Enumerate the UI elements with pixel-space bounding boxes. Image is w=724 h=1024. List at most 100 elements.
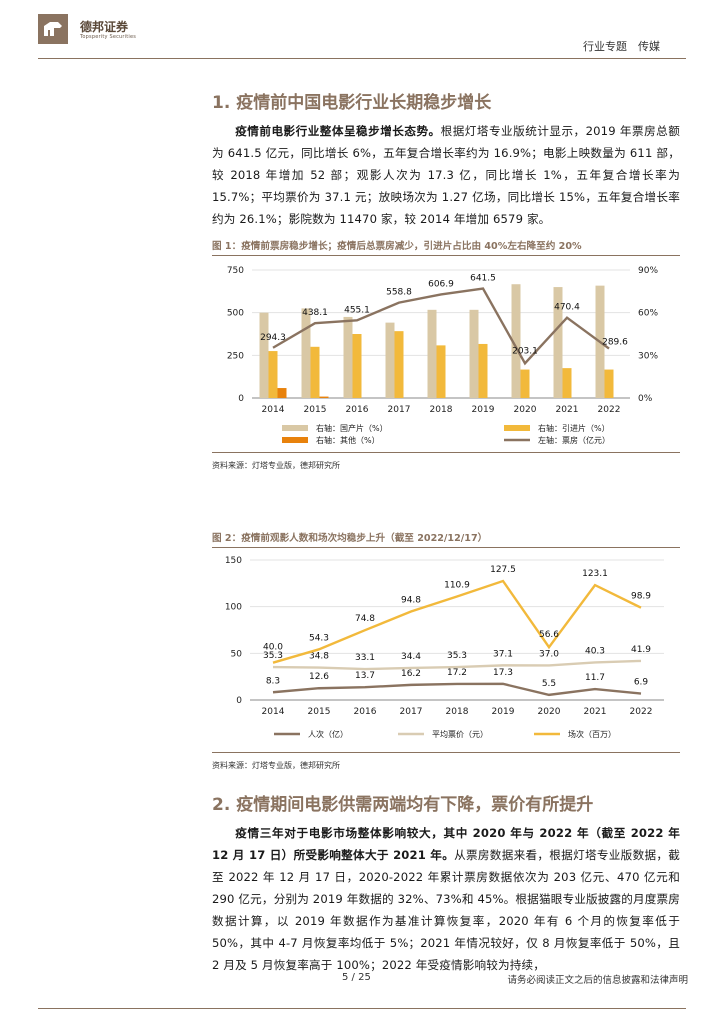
logo-mark-icon [44, 22, 62, 36]
disclaimer-note: 请务必阅读正文之后的信息披露和法律声明 [507, 975, 688, 986]
bar-imported [478, 343, 488, 398]
screenings-data-label: 74.8 [355, 614, 375, 624]
visits-data-label: 8.3 [266, 676, 280, 686]
section-2-lead: 疫情三年对于电影市场整体影响较大，其中 2020 年与 2022 年（截至 20… [212, 826, 680, 862]
header-divider [38, 58, 686, 59]
x-tick-label: 2019 [472, 405, 495, 415]
right-tick-label: 90% [638, 266, 658, 276]
figure-1-source: 资料来源：灯塔专业版，德邦研究所 [212, 461, 340, 470]
box-office-data-label: 558.8 [386, 288, 412, 298]
right-tick-label: 30% [638, 351, 658, 361]
bar-imported [352, 334, 362, 398]
avg-price-data-label: 34.4 [401, 652, 421, 662]
x-tick-label: 2021 [556, 405, 579, 415]
x-tick-label: 2016 [346, 405, 369, 415]
legend-swatch [282, 425, 308, 431]
box-office-data-label: 438.1 [302, 308, 328, 318]
section-2-title: 2. 疫情期间电影供需两端均有下降，票价有所提升 [212, 795, 594, 815]
y-tick-label: 50 [231, 649, 243, 659]
figure-1-title: 图 1：疫情前票房稳步增长；疫情后总票房减少，引进片占比由 40%左右降至约 2… [212, 241, 582, 252]
screenings-data-label: 56.6 [539, 630, 559, 640]
left-tick-label: 500 [227, 309, 244, 319]
avg-price-line [272, 659, 642, 671]
legend-swatch [504, 425, 530, 431]
company-name-en: Topsperity Securities [80, 34, 137, 40]
figure-1-top-rule [212, 255, 680, 256]
box-office-data-label: 289.6 [602, 338, 628, 348]
y-tick-label: 0 [236, 696, 242, 706]
x-tick-label: 2015 [304, 405, 327, 415]
box-office-data-label: 470.4 [554, 303, 580, 313]
left-tick-label: 250 [227, 351, 244, 361]
box-office-data-label: 606.9 [428, 279, 454, 289]
bar-other [277, 388, 287, 398]
bar-domestic [427, 309, 437, 398]
figure-1-bottom-rule [212, 452, 680, 453]
right-tick-label: 0% [638, 394, 653, 404]
legend-label: 右轴：引进片（%） [538, 423, 610, 433]
bar-other [319, 396, 329, 398]
y-tick-label: 100 [225, 603, 242, 613]
y-tick-label: 150 [225, 556, 242, 566]
avg-price-data-label: 41.9 [631, 645, 651, 655]
screenings-data-label: 98.9 [631, 592, 651, 602]
box-office-data-label: 203.1 [512, 346, 538, 356]
figure-2-source: 资料来源：灯塔专业版，德邦研究所 [212, 761, 340, 770]
x-tick-label: 2014 [262, 707, 285, 717]
bar-imported [520, 369, 530, 398]
figure-2-top-rule [212, 547, 680, 548]
bar-domestic [553, 287, 563, 398]
box-office-data-label: 294.3 [260, 333, 286, 343]
legend-label: 右轴：国产片（%） [316, 423, 388, 433]
x-tick-label: 2014 [262, 405, 285, 415]
left-tick-label: 0 [238, 394, 244, 404]
legend-label: 平均票价（元） [432, 729, 488, 739]
avg-price-data-label: 37.1 [493, 649, 513, 659]
bar-domestic [385, 322, 395, 398]
legend-label: 右轴：其他（%） [316, 435, 380, 445]
company-logo [38, 14, 68, 44]
x-tick-label: 2022 [598, 405, 621, 415]
bar-imported [562, 368, 572, 398]
visits-data-label: 6.9 [634, 678, 649, 688]
section-1-title: 1. 疫情前中国电影行业长期稳步增长 [212, 93, 492, 113]
bar-domestic [301, 308, 311, 398]
x-tick-label: 2022 [630, 707, 653, 717]
x-tick-label: 2018 [446, 707, 469, 717]
section-2-paragraph: 疫情三年对于电影市场整体影响较大，其中 2020 年与 2022 年（截至 20… [212, 822, 680, 976]
bar-imported [310, 346, 320, 398]
x-tick-label: 2016 [354, 707, 377, 717]
avg-price-data-label: 33.1 [355, 653, 375, 663]
visits-data-label: 13.7 [355, 671, 375, 681]
x-tick-label: 2020 [538, 707, 561, 717]
section-1-lead: 疫情前电影行业整体呈稳步增长态势。 [235, 124, 441, 138]
bar-imported [436, 345, 446, 398]
x-tick-label: 2015 [308, 707, 331, 717]
right-tick-label: 60% [638, 309, 658, 319]
page-number: 5 / 25 [342, 972, 371, 983]
screenings-line [272, 579, 642, 664]
screenings-data-label: 123.1 [582, 569, 608, 579]
x-tick-label: 2018 [430, 405, 453, 415]
avg-price-data-label: 35.3 [263, 651, 283, 661]
bar-domestic [511, 284, 521, 398]
screenings-data-label: 127.5 [490, 565, 516, 575]
legend-label: 人次（亿） [308, 729, 348, 739]
company-name-cn: 德邦证券 [80, 20, 129, 34]
avg-price-data-label: 37.0 [539, 649, 559, 659]
x-tick-label: 2019 [492, 707, 515, 717]
x-tick-label: 2017 [400, 707, 423, 717]
section-1-body: 根据灯塔专业版统计显示，2019 年票房总额为 641.5 亿元，同比增长 6%… [212, 124, 680, 226]
screenings-data-label: 54.3 [309, 633, 329, 643]
figure-2-chart: 0 50 100 150 2014 2015 2016 2017 2018 2019 2020 202… [225, 556, 664, 739]
footer-divider [38, 1008, 686, 1009]
figure-2-title: 图 2：疫情前观影人数和场次均稳步上升（截至 2022/12/17） [212, 533, 488, 544]
left-tick-label: 750 [227, 266, 244, 276]
figure-1-chart: 0 250 500 750 0% 30% 60% 90% 2014 2015 2016 2017 201… [227, 266, 659, 445]
avg-price-data-label: 35.3 [447, 651, 467, 661]
legend-label: 场次（百万） [568, 729, 616, 739]
screenings-data-label: 94.8 [401, 596, 421, 606]
visits-data-label: 5.5 [542, 679, 556, 689]
visits-data-label: 11.7 [585, 673, 605, 683]
visits-data-label: 17.3 [493, 668, 513, 678]
